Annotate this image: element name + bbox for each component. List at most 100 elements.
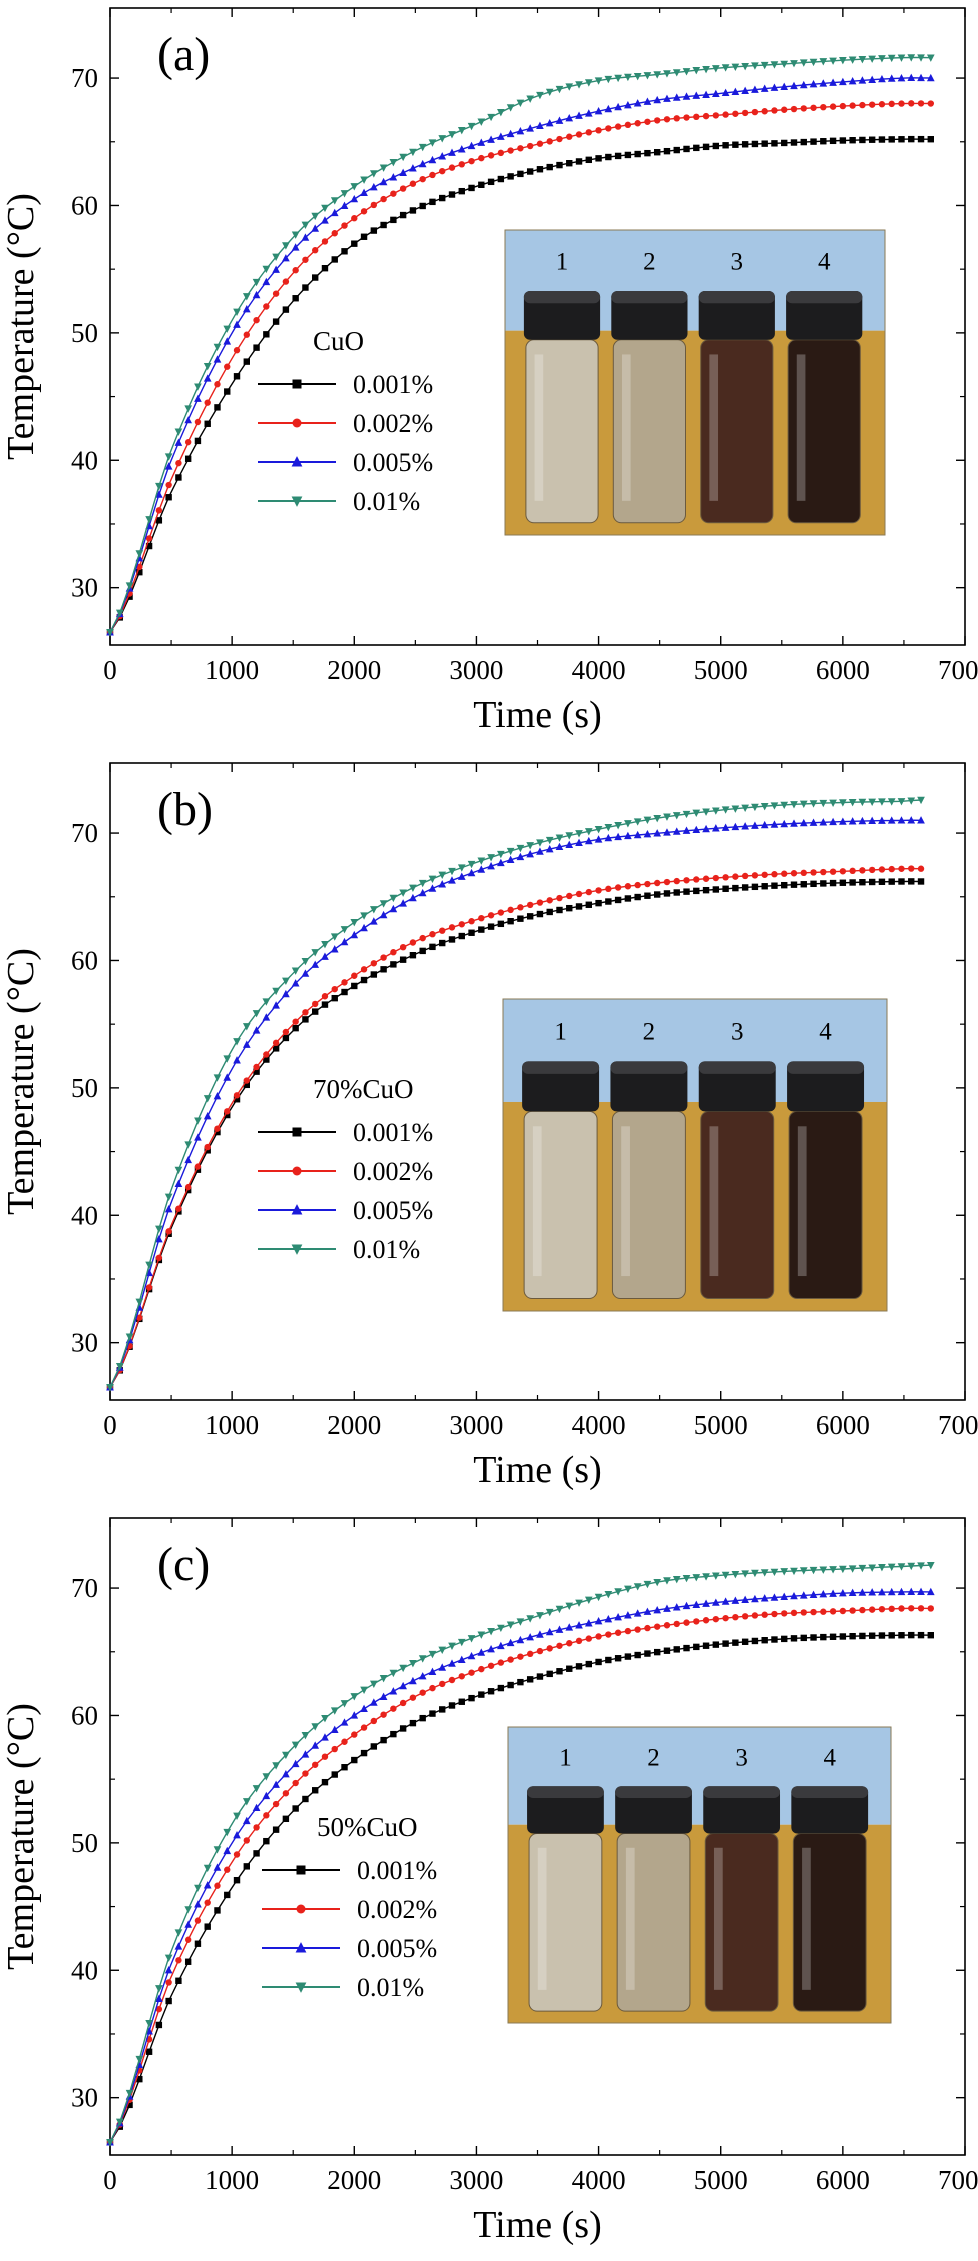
data-point bbox=[829, 868, 837, 875]
data-point bbox=[331, 994, 338, 1002]
legend-entry: 0.01% bbox=[262, 1973, 424, 2002]
legend-marker bbox=[295, 1982, 307, 1993]
data-point bbox=[242, 1816, 251, 1825]
data-point bbox=[194, 383, 202, 391]
data-point bbox=[331, 1745, 338, 1753]
data-point bbox=[546, 163, 553, 171]
data-point bbox=[693, 887, 700, 895]
data-point bbox=[829, 78, 837, 86]
y-tick-label: 60 bbox=[71, 945, 98, 975]
data-point bbox=[819, 1566, 828, 1574]
data-point bbox=[878, 101, 886, 108]
inset-border bbox=[507, 1726, 892, 2024]
data-point bbox=[429, 943, 436, 951]
data-point bbox=[614, 74, 622, 83]
data-point bbox=[917, 796, 925, 805]
data-point bbox=[663, 70, 671, 78]
data-point bbox=[732, 141, 739, 148]
data-point bbox=[194, 1900, 202, 1908]
data-point bbox=[312, 1761, 319, 1768]
data-point bbox=[624, 1653, 632, 1660]
data-point bbox=[819, 58, 828, 66]
data-point bbox=[878, 1587, 886, 1596]
data-point bbox=[223, 1055, 232, 1063]
data-point bbox=[311, 949, 320, 957]
data-point bbox=[673, 1620, 680, 1628]
data-point bbox=[164, 1954, 173, 1962]
data-point bbox=[302, 284, 309, 291]
data-point bbox=[380, 954, 387, 961]
data-point bbox=[164, 1193, 173, 1201]
data-point bbox=[174, 1166, 183, 1175]
vial-body bbox=[704, 1833, 779, 2012]
data-point bbox=[311, 224, 320, 232]
data-point bbox=[546, 1670, 553, 1678]
data-point bbox=[457, 872, 466, 880]
data-point bbox=[594, 1593, 603, 1602]
data-point bbox=[849, 867, 856, 875]
data-point bbox=[448, 1659, 456, 1667]
data-point bbox=[711, 89, 720, 98]
data-point bbox=[810, 880, 817, 888]
y-axis-title: Temperature (°C) bbox=[0, 193, 42, 460]
data-point bbox=[868, 798, 877, 806]
data-point bbox=[839, 137, 847, 144]
data-point bbox=[878, 798, 886, 806]
series-0.01% bbox=[106, 54, 935, 637]
data-point bbox=[868, 1588, 877, 1596]
data-point bbox=[761, 1637, 768, 1644]
data-point bbox=[214, 1125, 221, 1132]
data-point bbox=[312, 247, 319, 254]
data-point bbox=[175, 1205, 182, 1212]
x-tick-label: 7000 bbox=[938, 655, 978, 685]
data-point bbox=[673, 889, 680, 896]
data-point bbox=[897, 54, 906, 62]
data-point bbox=[819, 79, 828, 87]
data-point bbox=[790, 81, 798, 90]
data-point bbox=[604, 75, 613, 84]
data-point bbox=[654, 891, 661, 898]
data-point bbox=[908, 878, 915, 885]
data-point bbox=[262, 277, 271, 286]
vial-glare bbox=[534, 354, 544, 501]
data-point bbox=[253, 1063, 260, 1071]
data-point bbox=[145, 542, 153, 550]
y-tick-label: 50 bbox=[71, 318, 98, 348]
data-point bbox=[849, 879, 856, 886]
data-point bbox=[859, 136, 866, 144]
data-point bbox=[566, 159, 573, 167]
y-tick-label: 70 bbox=[71, 818, 98, 848]
data-point bbox=[556, 1642, 563, 1649]
data-point bbox=[399, 899, 407, 907]
data-point bbox=[575, 903, 583, 910]
data-point bbox=[506, 104, 515, 112]
data-point bbox=[897, 798, 906, 806]
data-point bbox=[311, 1723, 320, 1731]
data-point bbox=[565, 1602, 574, 1610]
data-point bbox=[399, 944, 407, 951]
data-point bbox=[624, 121, 632, 129]
data-point bbox=[409, 884, 417, 892]
data-point bbox=[536, 1630, 544, 1638]
data-point bbox=[477, 1648, 486, 1656]
data-point bbox=[174, 1929, 183, 1937]
data-point bbox=[429, 1710, 436, 1717]
data-point bbox=[487, 923, 495, 930]
data-point bbox=[263, 1837, 270, 1845]
series-0.001% bbox=[106, 878, 925, 1391]
vial-cap bbox=[522, 1061, 600, 1112]
data-point bbox=[448, 924, 456, 931]
data-point bbox=[155, 517, 163, 524]
data-point bbox=[800, 105, 807, 112]
legend-entry: 0.005% bbox=[258, 1196, 433, 1225]
data-point bbox=[321, 216, 329, 224]
vial-label: 4 bbox=[819, 1019, 832, 1046]
x-tick-label: 5000 bbox=[694, 2165, 748, 2195]
data-point bbox=[487, 1628, 495, 1636]
data-point bbox=[829, 137, 837, 145]
data-point bbox=[428, 139, 437, 147]
data-point bbox=[409, 893, 417, 902]
data-point bbox=[409, 207, 417, 214]
data-point bbox=[370, 201, 378, 209]
data-point bbox=[751, 1612, 759, 1619]
